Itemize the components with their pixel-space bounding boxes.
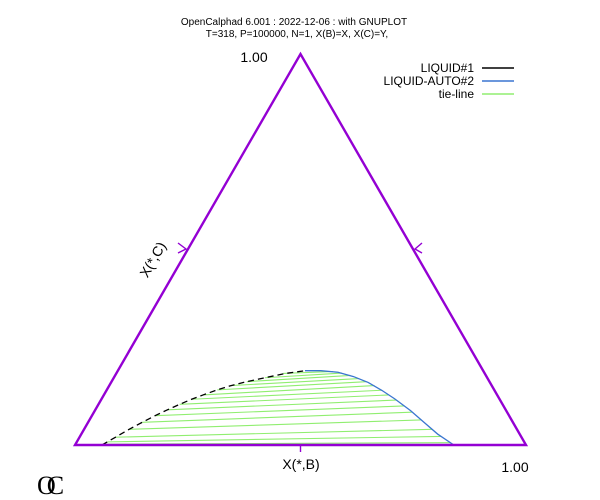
liquid1-boundary-line	[101, 370, 306, 446]
tie-line-5	[203, 385, 375, 396]
tie-line-10	[142, 411, 412, 423]
ternary-triangle-frame	[72, 51, 529, 447]
right-edge-tick	[413, 242, 423, 254]
header-line-2: T=318, P=100000, N=1, X(B)=X, X(C)=Y,	[206, 29, 388, 40]
tie-line-3	[231, 377, 360, 387]
right-corner-label: 1.00	[501, 459, 528, 475]
apex-label: 1.00	[240, 49, 267, 65]
y-axis-label: X(*,C)	[136, 239, 169, 280]
tie-line-4	[217, 381, 367, 391]
tie-line-9	[155, 405, 405, 417]
header-line-1: OpenCalphad 6.001 : 2022-12-06 : with GN…	[181, 17, 407, 28]
oc-logo: OC	[37, 471, 63, 500]
legend-label-tie-line: tie-line	[439, 87, 475, 101]
tie-line-2	[246, 374, 351, 383]
tie-line-1	[264, 372, 343, 379]
tie-line-11	[129, 419, 421, 430]
tie-line-6	[191, 389, 382, 400]
tie-lines-group	[103, 370, 451, 445]
tie-line-7	[179, 394, 389, 405]
legend-label-liquid1: LIQUID#1	[421, 61, 475, 75]
x-axis-label: X(*,B)	[282, 456, 319, 472]
tie-line-8	[167, 399, 397, 411]
tie-line-13	[107, 435, 441, 443]
tie-line-12	[115, 428, 433, 438]
liquid2-boundary-line	[305, 370, 455, 446]
legend-label-liquid2: LIQUID-AUTO#2	[384, 74, 475, 88]
left-edge-tick	[177, 242, 188, 254]
